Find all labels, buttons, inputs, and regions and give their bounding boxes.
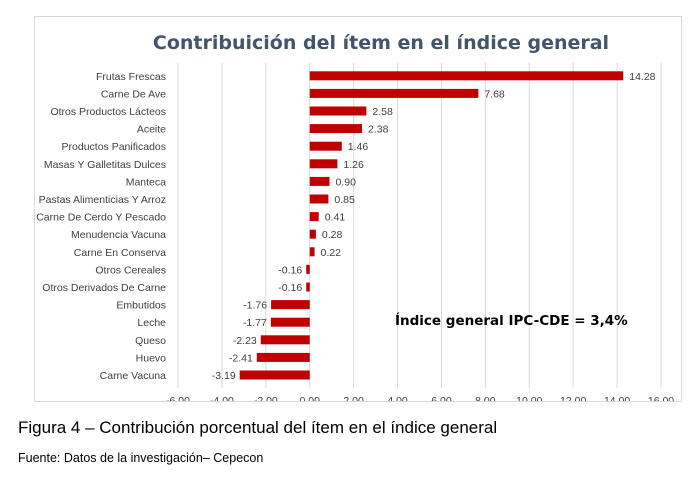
x-tick-label: 10.00: [516, 395, 542, 401]
category-label: Carne En Conserva: [74, 247, 166, 259]
figure-source: Fuente: Datos de la investigación– Cepec…: [18, 451, 264, 465]
data-labels: 14.28 7.68 2.58 2.38 1.46 1.26 0.90 0.85 0.41 0.2…: [212, 71, 656, 382]
chart-annotation: Índice general IPC-CDE = 3,4%: [395, 312, 628, 329]
chart-title: Contribuición del ítem en el índice gene…: [153, 32, 609, 54]
bar: [309, 212, 319, 222]
category-label: Otros Derivados De Carne: [42, 282, 166, 294]
bar: [309, 106, 367, 116]
x-tick-label: 12.00: [560, 395, 586, 401]
category-labels: Frutas Frescas Carne De Ave Otros Producto…: [36, 71, 166, 382]
x-tick-label: -2.00: [254, 395, 278, 401]
data-label: -3.19: [212, 370, 236, 382]
data-label: 7.68: [484, 88, 505, 100]
category-label: Pastas Alimenticias Y Arroz: [39, 194, 166, 206]
category-label: Otros Productos Lácteos: [50, 106, 166, 118]
data-label: 0.28: [322, 229, 343, 241]
bar: [306, 264, 310, 274]
data-label: 1.46: [348, 141, 369, 153]
data-label: -1.77: [243, 317, 267, 329]
category-label: Otros Cereales: [95, 264, 166, 276]
category-label: Huevo: [136, 352, 167, 364]
x-tick-label: -4.00: [210, 395, 234, 401]
data-label: -0.16: [278, 264, 302, 276]
category-label: Leche: [137, 317, 166, 329]
category-label: Manteca: [126, 176, 166, 188]
category-label: Frutas Frescas: [96, 71, 166, 83]
bar: [309, 229, 316, 239]
category-label: Aceite: [137, 124, 166, 136]
bar: [270, 317, 310, 327]
data-label: -2.23: [233, 335, 257, 347]
bar: [239, 370, 310, 380]
bar: [306, 282, 310, 292]
bar: [260, 335, 310, 345]
data-label: 1.26: [343, 159, 364, 171]
bar: [309, 124, 362, 134]
bar: [309, 88, 479, 98]
data-label: -2.41: [229, 352, 253, 364]
data-label: 2.38: [368, 124, 389, 136]
data-label: 2.58: [372, 106, 393, 118]
category-label: Carne De Ave: [101, 88, 166, 100]
bar: [309, 247, 315, 257]
x-tick-label: 8.00: [475, 395, 496, 401]
data-label: 0.85: [334, 194, 355, 206]
category-label: Carne Vacuna: [100, 370, 167, 382]
x-tick-label: 4.00: [387, 395, 408, 401]
bars: [239, 71, 624, 380]
category-label: Queso: [135, 335, 166, 347]
bar: [309, 194, 329, 204]
x-tick-label: 0.00: [300, 395, 321, 401]
data-label: 0.90: [335, 176, 356, 188]
data-label: -1.76: [243, 300, 267, 312]
bar: [271, 300, 310, 310]
category-label: Carne De Cerdo Y Pescado: [36, 212, 166, 224]
data-label: 0.41: [325, 212, 346, 224]
bar: [256, 352, 310, 362]
gridlines: [177, 63, 662, 388]
bar-chart: Contribuición del ítem en el índice gene…: [36, 32, 674, 401]
x-tick-label: 16.00: [648, 395, 674, 401]
category-label: Menudencia Vacuna: [71, 229, 166, 241]
category-label: Productos Panificados: [62, 141, 166, 153]
bar: [309, 159, 338, 169]
bar: [309, 71, 624, 81]
x-axis-ticks: -6.00 -4.00 -2.00 0.00 2.00 4.00 6.00 8.00 10.00…: [166, 395, 674, 401]
bar: [309, 141, 342, 151]
x-tick-label: 14.00: [604, 395, 630, 401]
data-label: 14.28: [629, 71, 655, 83]
x-tick-label: -6.00: [166, 395, 190, 401]
bar: [309, 176, 330, 186]
x-tick-label: 6.00: [431, 395, 452, 401]
data-label: -0.16: [278, 282, 302, 294]
figure-caption: Figura 4 – Contribución porcentual del í…: [18, 418, 498, 437]
x-tick-label: 2.00: [343, 395, 364, 401]
chart-frame: Contribuición del ítem en el índice gene…: [34, 16, 682, 402]
category-label: Embutidos: [116, 300, 166, 312]
data-label: 0.22: [321, 247, 342, 259]
category-label: Masas Y Galletitas Dulces: [44, 159, 166, 171]
